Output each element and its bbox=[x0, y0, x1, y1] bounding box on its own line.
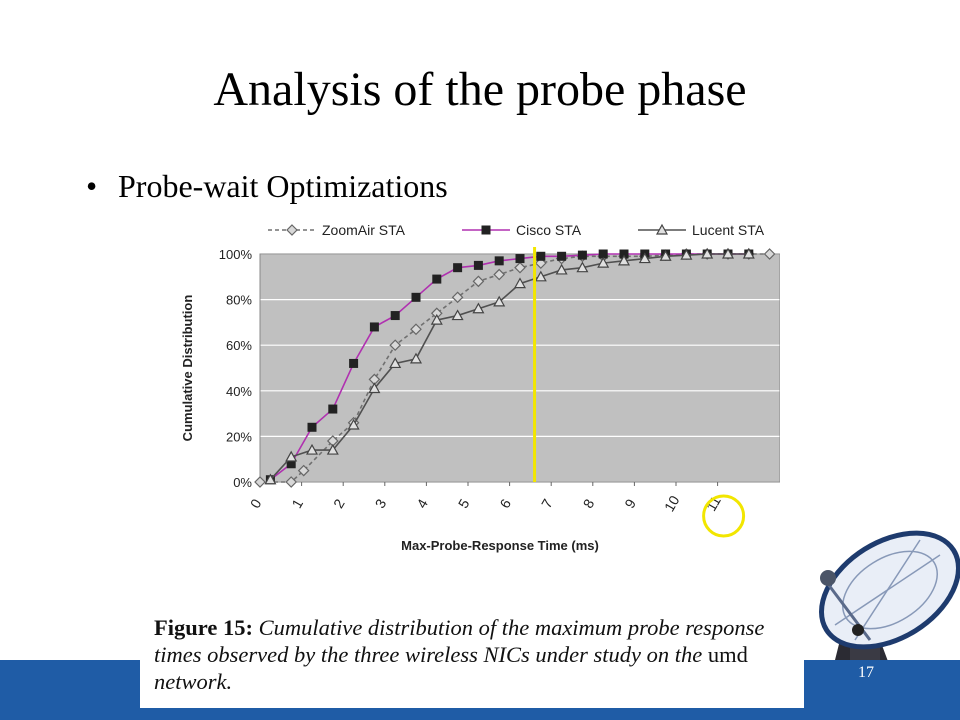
data-point bbox=[389, 339, 402, 352]
x-tick-label: 0 bbox=[247, 496, 265, 511]
y-tick-label: 60% bbox=[226, 338, 252, 353]
slide-title: Analysis of the probe phase bbox=[213, 63, 747, 116]
x-tick-label: 3 bbox=[372, 496, 390, 511]
x-tick-label: 9 bbox=[621, 496, 639, 511]
data-point bbox=[453, 263, 463, 273]
page-number: 17 bbox=[858, 664, 874, 681]
data-point bbox=[617, 254, 631, 266]
data-point bbox=[659, 250, 672, 261]
x-tick-label: 6 bbox=[496, 496, 514, 511]
data-point bbox=[430, 313, 443, 325]
data-point bbox=[285, 450, 298, 462]
data-point bbox=[451, 309, 464, 321]
data-point bbox=[473, 260, 483, 270]
data-point bbox=[472, 275, 485, 288]
data-point bbox=[285, 476, 298, 488]
data-point bbox=[305, 443, 319, 455]
y-axis-label: Cumulative Distribution bbox=[180, 295, 195, 442]
legend-label: Cisco STA bbox=[516, 222, 582, 238]
data-point bbox=[451, 291, 464, 304]
legend-label: ZoomAir STA bbox=[322, 222, 406, 238]
y-tick-label: 80% bbox=[226, 293, 252, 308]
data-point bbox=[326, 443, 339, 455]
y-tick-label: 100% bbox=[219, 247, 253, 262]
x-tick-label: 7 bbox=[538, 496, 556, 511]
data-point bbox=[347, 418, 360, 430]
data-point bbox=[597, 256, 610, 268]
data-point bbox=[763, 248, 776, 260]
legend-marker bbox=[655, 223, 669, 235]
data-point bbox=[389, 357, 402, 369]
x-tick-label: 11 bbox=[703, 493, 724, 514]
data-point bbox=[555, 263, 568, 275]
data-point bbox=[576, 261, 589, 273]
data-point bbox=[513, 277, 527, 289]
legend-marker bbox=[286, 224, 298, 236]
plot-border bbox=[259, 253, 780, 483]
x-axis-ticks: 0 1 2 3 4 5 6 7 8 9 10 11 bbox=[247, 482, 724, 514]
data-point bbox=[328, 404, 338, 414]
x-tick-label: 10 bbox=[661, 493, 683, 515]
legend-marker bbox=[481, 225, 491, 235]
data-point bbox=[701, 247, 714, 259]
data-point bbox=[638, 252, 651, 264]
data-point bbox=[369, 322, 379, 332]
data-point bbox=[598, 249, 608, 259]
caption-body: Cumulative distribution of the maximum p… bbox=[154, 615, 765, 667]
data-point bbox=[432, 274, 442, 284]
chart-legend: ZoomAir STA Cisco STA Lucent STA bbox=[268, 222, 765, 238]
y-tick-label: 0% bbox=[233, 475, 252, 490]
data-point bbox=[264, 473, 277, 485]
caption-end: network. bbox=[154, 669, 233, 694]
data-point bbox=[536, 251, 546, 261]
series-group bbox=[254, 247, 776, 488]
data-point bbox=[514, 261, 526, 274]
data-point bbox=[534, 270, 547, 282]
x-tick-label: 5 bbox=[455, 496, 473, 511]
data-point bbox=[493, 268, 506, 281]
data-point bbox=[368, 382, 381, 394]
data-point bbox=[349, 358, 359, 368]
data-point bbox=[577, 250, 587, 260]
data-point bbox=[390, 311, 400, 321]
x-axis-label: Max-Probe-Response Time (ms) bbox=[401, 538, 599, 553]
x-tick-label: 2 bbox=[330, 496, 348, 511]
bullet-marker: • bbox=[86, 168, 98, 204]
data-point bbox=[494, 256, 504, 266]
bullet-text: Probe-wait Optimizations bbox=[118, 168, 448, 204]
data-point bbox=[493, 295, 506, 307]
x-tick-label: 4 bbox=[413, 496, 431, 511]
data-point bbox=[472, 302, 485, 314]
data-point bbox=[307, 422, 317, 432]
data-point bbox=[680, 248, 693, 260]
caption-text: Figure 15: Cumulative distribution of th… bbox=[154, 614, 794, 695]
data-point bbox=[742, 247, 755, 259]
data-point bbox=[721, 247, 735, 259]
legend-label: Lucent STA bbox=[692, 222, 765, 238]
x-tick-label: 1 bbox=[288, 496, 306, 511]
data-point bbox=[410, 323, 422, 336]
data-point bbox=[515, 254, 525, 264]
data-point bbox=[411, 292, 421, 302]
data-point bbox=[409, 352, 423, 364]
y-axis-ticks: 0% 20% 40% 60% 80% 100% bbox=[219, 247, 253, 490]
highlight-circle bbox=[702, 494, 746, 538]
x-tick-label: 8 bbox=[580, 496, 598, 511]
figure-caption: Figure 15: Cumulative distribution of th… bbox=[140, 600, 804, 708]
bullet-item: • Probe-wait Optimizations bbox=[86, 168, 448, 205]
data-point bbox=[557, 251, 567, 261]
cdf-chart: ZoomAir STA Cisco STA Lucent STA 0% 20% 40% 6… bbox=[180, 222, 780, 553]
y-tick-label: 40% bbox=[226, 384, 252, 399]
data-point bbox=[254, 476, 266, 488]
caption-network: umd bbox=[707, 642, 748, 667]
caption-label: Figure 15: bbox=[154, 615, 253, 640]
data-point bbox=[297, 464, 310, 477]
plot-area bbox=[260, 254, 780, 482]
y-tick-label: 20% bbox=[226, 429, 252, 444]
